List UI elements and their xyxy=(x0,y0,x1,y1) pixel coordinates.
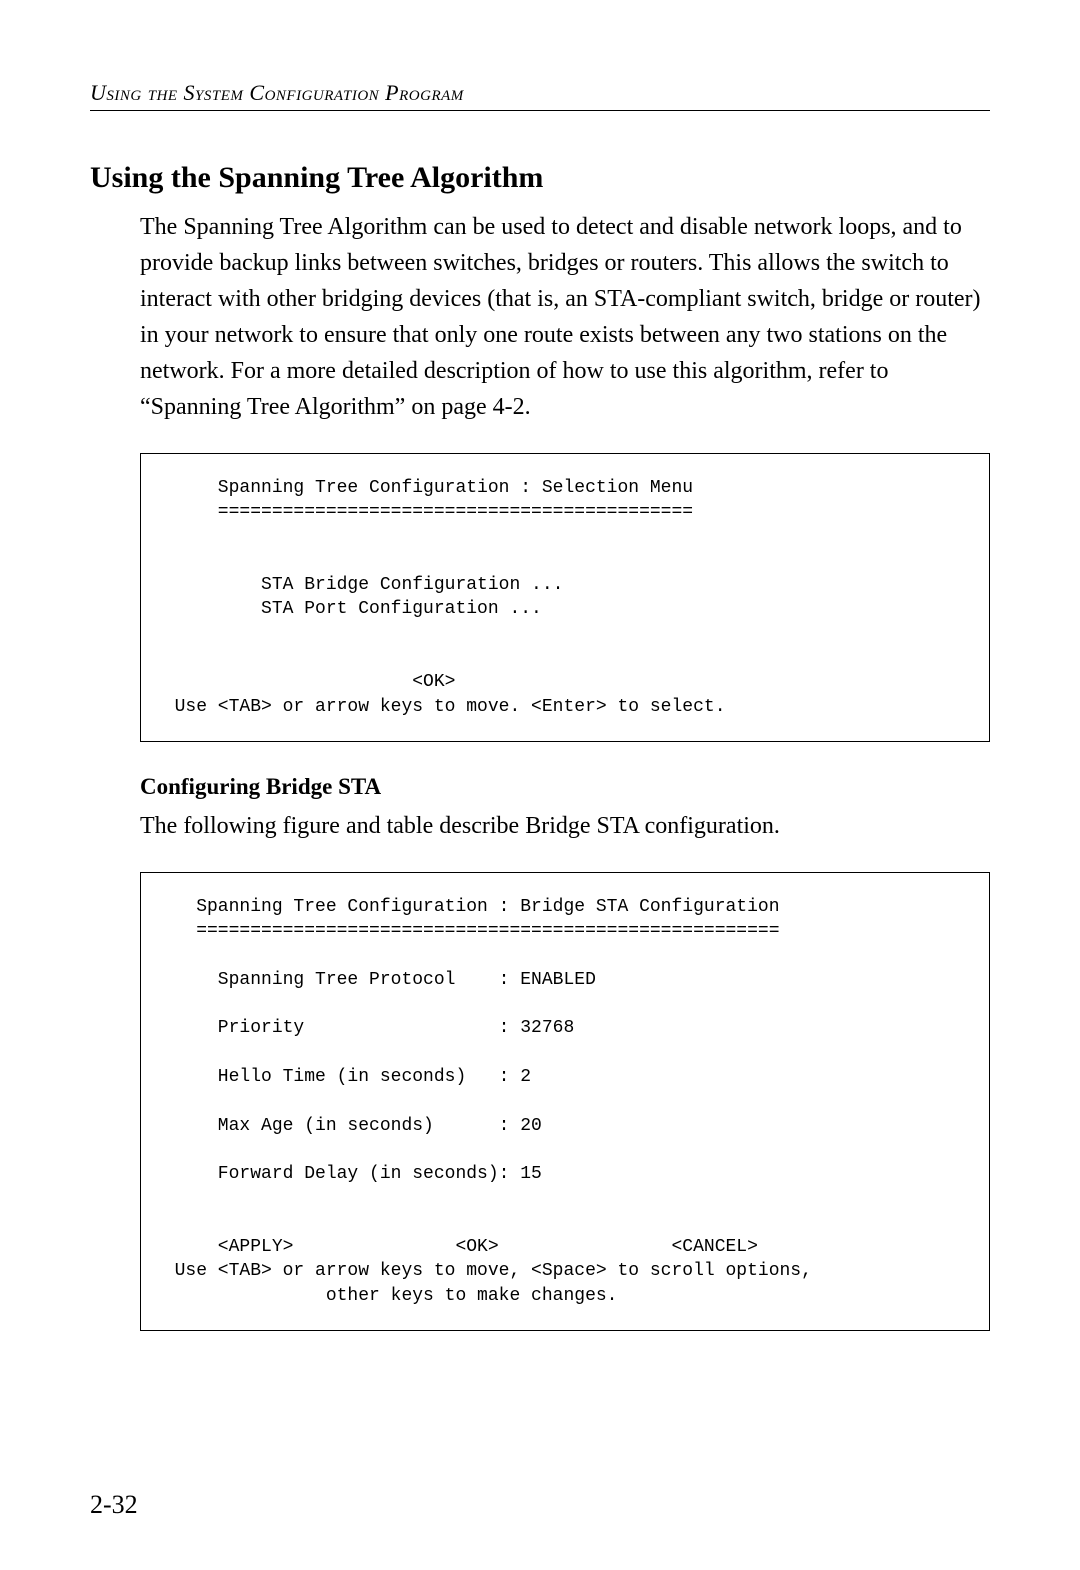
terminal2-hint-line1: Use <TAB> or arrow keys to move, <Space>… xyxy=(153,1261,812,1281)
intro-paragraph: The Spanning Tree Algorithm can be used … xyxy=(140,209,990,425)
section-title: Using the Spanning Tree Algorithm xyxy=(90,161,990,195)
terminal2-row-forward-delay[interactable]: Forward Delay (in seconds): 15 xyxy=(153,1164,542,1184)
terminal2-rule: ========================================… xyxy=(153,921,780,941)
page-container: Using the System Configuration Program U… xyxy=(0,0,1080,1570)
terminal-bridge-sta: Spanning Tree Configuration : Bridge STA… xyxy=(140,872,990,1331)
terminal2-row-hello-time[interactable]: Hello Time (in seconds) : 2 xyxy=(153,1067,531,1087)
subsection-title: Configuring Bridge STA xyxy=(140,774,990,800)
terminal2-row-protocol[interactable]: Spanning Tree Protocol : ENABLED xyxy=(153,970,596,990)
terminal1-rule: ========================================… xyxy=(153,502,693,522)
terminal1-hint: Use <TAB> or arrow keys to move. <Enter>… xyxy=(153,697,726,717)
terminal2-row-priority[interactable]: Priority : 32768 xyxy=(153,1018,574,1038)
running-header: Using the System Configuration Program xyxy=(90,80,990,106)
terminal1-menu-item-port[interactable]: STA Port Configuration ... xyxy=(153,599,542,619)
header-rule xyxy=(90,110,990,111)
subsection-intro: The following figure and table describe … xyxy=(140,808,990,844)
page-number: 2-32 xyxy=(90,1490,138,1520)
terminal2-buttons-row[interactable]: <APPLY> <OK> <CANCEL> xyxy=(153,1237,758,1257)
terminal1-title: Spanning Tree Configuration : Selection … xyxy=(153,478,693,498)
terminal2-row-max-age[interactable]: Max Age (in seconds) : 20 xyxy=(153,1116,542,1136)
terminal1-menu-item-bridge[interactable]: STA Bridge Configuration ... xyxy=(153,575,563,595)
terminal2-title: Spanning Tree Configuration : Bridge STA… xyxy=(153,897,780,917)
terminal1-ok-button[interactable]: <OK> xyxy=(153,672,455,692)
terminal2-hint-line2: other keys to make changes. xyxy=(153,1286,617,1306)
terminal-selection-menu: Spanning Tree Configuration : Selection … xyxy=(140,453,990,742)
